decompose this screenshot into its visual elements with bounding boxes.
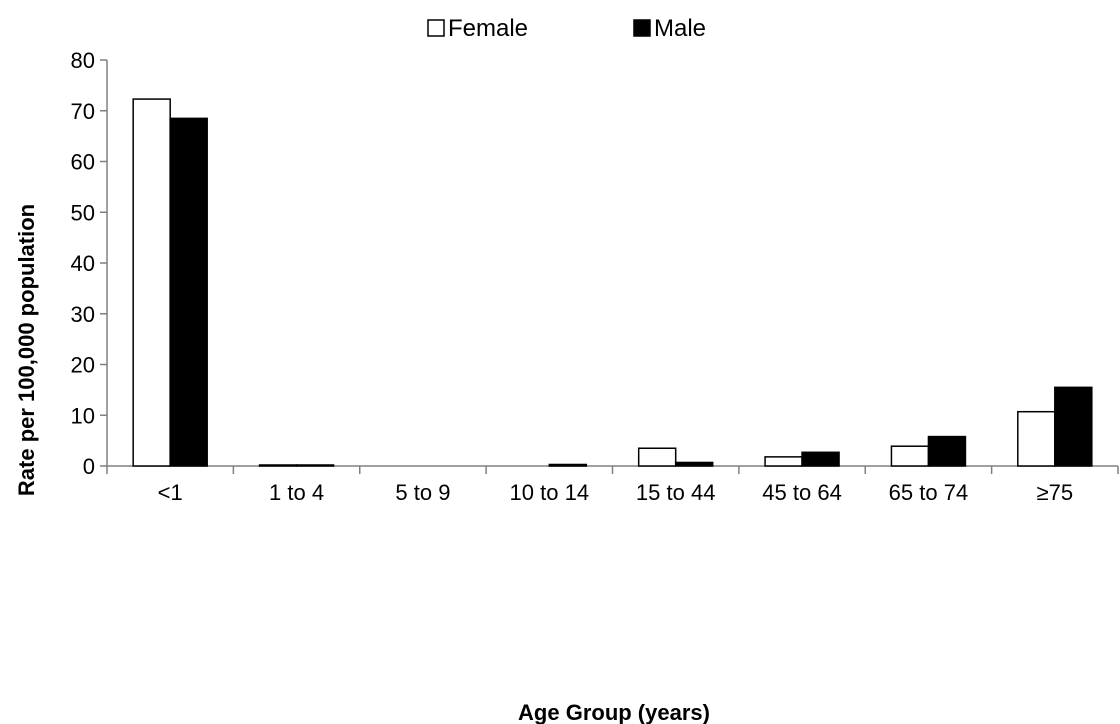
y-tick-label: 70 [71, 99, 95, 124]
legend-label-male: Male [654, 15, 706, 42]
x-tick-label: 1 to 4 [269, 480, 324, 505]
x-tick-label: 45 to 64 [762, 480, 842, 505]
y-axis-title: Rate per 100,000 population [14, 204, 39, 496]
bar-female-4 [637, 447, 677, 467]
bar-male-0 [169, 117, 208, 467]
bar-female-0 [132, 98, 171, 467]
x-axis: <1 1 to 4 5 to 9 10 to 14 15 to 44 45 to 64 65… [106, 465, 1119, 505]
bar-male-7 [1054, 386, 1093, 467]
x-tick-label: ≥75 [1037, 480, 1074, 505]
bar-male-1 [295, 464, 335, 467]
x-tick-label: <1 [158, 480, 183, 505]
bar-male-4 [674, 461, 714, 467]
legend-item-male: Male [633, 15, 706, 42]
legend-swatch-male [633, 19, 651, 37]
x-axis-title: Age Group (years) [518, 700, 710, 724]
y-axis: 0 10 20 30 40 50 60 70 80 [71, 48, 108, 479]
y-tick-label: 30 [71, 302, 95, 327]
bar-female-7 [1017, 410, 1056, 467]
y-tick-label: 80 [71, 48, 95, 73]
x-tick-label: 15 to 44 [636, 480, 716, 505]
y-tick-label: 50 [71, 200, 95, 225]
legend: Female Male [427, 15, 706, 42]
bars [132, 98, 1093, 467]
y-tick-label: 10 [71, 403, 95, 428]
bar-female-6 [890, 445, 930, 467]
bar-male-5 [801, 451, 840, 467]
x-tick-label: 65 to 74 [889, 480, 969, 505]
y-tick-label: 40 [71, 251, 95, 276]
x-tick-label: 5 to 9 [395, 480, 450, 505]
bar-female-5 [764, 456, 803, 467]
bar-male-6 [927, 435, 967, 467]
x-tick-label: 10 to 14 [510, 480, 590, 505]
bar-male-3 [548, 463, 588, 467]
legend-item-female: Female [427, 15, 528, 42]
legend-swatch-female [427, 19, 445, 37]
bar-female-1 [258, 464, 298, 467]
legend-label-female: Female [448, 15, 528, 42]
y-tick-label: 20 [71, 353, 95, 378]
y-tick-label: 0 [83, 454, 95, 479]
y-tick-label: 60 [71, 150, 95, 175]
